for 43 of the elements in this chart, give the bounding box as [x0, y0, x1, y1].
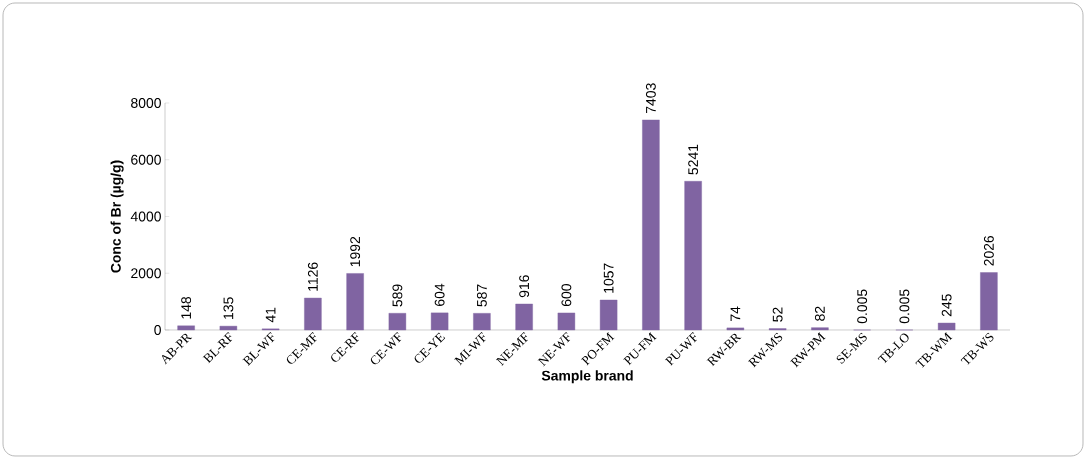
data-label: 916 — [519, 275, 530, 298]
y-tick-label: 2000 — [131, 268, 161, 279]
data-label: 52 — [772, 307, 783, 322]
data-label: 245 — [941, 294, 952, 317]
data-label: 0.005 — [899, 289, 910, 324]
y-axis-title: Conc of Br (µg/g) — [110, 160, 124, 273]
bar — [937, 322, 956, 331]
bar — [346, 273, 364, 331]
data-label: 604 — [434, 283, 445, 306]
data-label: 600 — [561, 284, 572, 307]
bar — [684, 181, 702, 331]
bar — [304, 297, 322, 331]
data-label: 2026 — [983, 235, 994, 266]
y-tick-label: 4000 — [130, 211, 161, 222]
bar — [980, 272, 998, 331]
y-tick-label: 6000 — [131, 154, 161, 165]
data-label: 148 — [181, 296, 192, 319]
data-label: 589 — [392, 284, 403, 307]
data-label: 82 — [814, 306, 825, 321]
data-label: 1126 — [307, 262, 318, 291]
data-label: 1057 — [603, 263, 614, 293]
bar — [599, 299, 618, 331]
y-tick-label: 0 — [154, 325, 161, 335]
bar — [557, 312, 576, 331]
data-label: 41 — [265, 307, 276, 323]
bar — [642, 119, 660, 331]
data-label: 0.005 — [857, 289, 868, 324]
data-label: 587 — [476, 284, 487, 307]
x-axis-title: Sample brand — [541, 370, 633, 384]
data-label: 1992 — [350, 236, 361, 267]
data-label: 135 — [223, 297, 234, 319]
data-label: 7403 — [645, 83, 656, 114]
bar — [726, 327, 745, 331]
bar — [515, 303, 533, 331]
bar — [430, 312, 449, 331]
data-label: 5241 — [688, 144, 699, 175]
bar — [177, 325, 195, 331]
bar — [473, 313, 491, 331]
data-label: 74 — [730, 306, 741, 321]
bar — [219, 325, 238, 331]
bar — [811, 327, 829, 331]
y-tick-label: 8000 — [131, 98, 161, 108]
bar — [388, 313, 407, 331]
